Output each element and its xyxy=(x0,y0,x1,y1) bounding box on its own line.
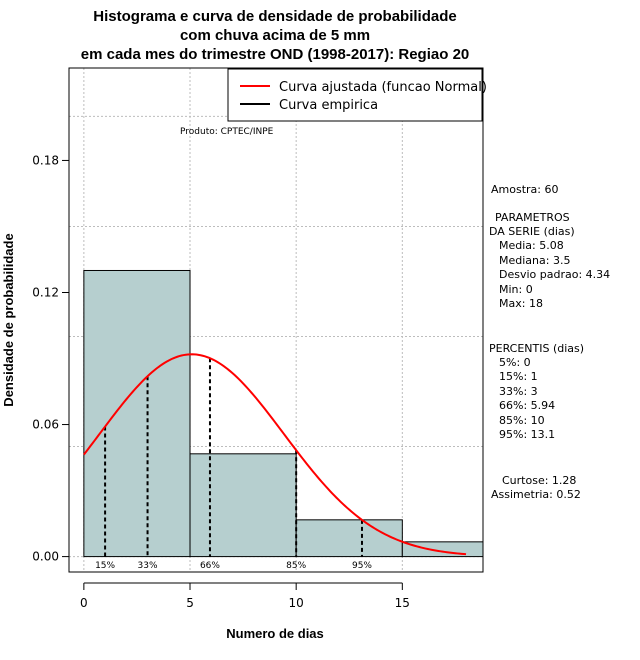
stat-media: Media: 5.08 xyxy=(499,239,564,252)
stat-p95: 95%: 13.1 xyxy=(499,428,555,441)
stat-desvio: Desvio padrao: 4.34 xyxy=(499,268,610,281)
percentile-label: 66% xyxy=(200,561,220,571)
stat-p5: 5%: 0 xyxy=(499,356,531,369)
histogram-bar xyxy=(83,269,191,558)
x-tick-label: 5 xyxy=(186,596,194,610)
percentile-label: 33% xyxy=(138,561,158,571)
y-tick-label: 0.12 xyxy=(32,285,59,299)
histogram-bar xyxy=(189,453,297,558)
stat-max: Max: 18 xyxy=(499,297,543,310)
stat-percentis-title: PERCENTIS (dias) xyxy=(489,342,584,355)
stat-amostra: Amostra: 60 xyxy=(491,183,558,196)
stat-p66: 66%: 5.94 xyxy=(499,399,555,412)
x-axis-title: Numero de dias xyxy=(226,626,324,641)
chart-title-line-3: em cada mes do trimestre OND (1998-2017)… xyxy=(81,46,470,63)
y-axis: 0.00 0.06 0.12 0.18 xyxy=(32,153,70,564)
y-tick-label: 0.06 xyxy=(32,418,59,432)
x-axis: 0 5 10 15 xyxy=(80,582,410,610)
x-tick-label: 15 xyxy=(395,596,410,610)
legend-fitted-label: Curva ajustada (funcao Normal) xyxy=(279,80,487,95)
stats-panel: Amostra: 60 PARAMETROS DA SERIE (dias) M… xyxy=(489,183,610,501)
stat-curtose: Curtose: 1.28 xyxy=(502,474,576,487)
chart-title-line-1: Histograma e curva de densidade de proba… xyxy=(93,8,456,25)
stat-p85: 85%: 10 xyxy=(499,414,545,427)
legend-empirical-label: Curva empirica xyxy=(279,98,378,113)
x-tick-label: 10 xyxy=(289,596,304,610)
percentile-labels: 15% 33% 66% 85% 95% xyxy=(95,561,372,571)
x-tick-label: 0 xyxy=(80,596,88,610)
fitted-normal-curve xyxy=(83,353,467,556)
histogram-bar xyxy=(401,541,484,558)
chart-title-line-2: com chuva acima de 5 mm xyxy=(180,27,370,44)
stat-p15: 15%: 1 xyxy=(499,370,538,383)
percentile-label: 95% xyxy=(352,561,372,571)
histogram-bars xyxy=(83,269,484,558)
source-label: Produto: CPTEC/INPE xyxy=(180,127,274,137)
percentile-label: 85% xyxy=(286,561,306,571)
histogram-bar xyxy=(295,519,403,558)
legend: Curva ajustada (funcao Normal) Curva emp… xyxy=(227,68,487,122)
stat-param-title-1: PARAMETROS xyxy=(495,211,570,224)
y-tick-label: 0.00 xyxy=(32,550,59,564)
stat-param-title-2: DA SERIE (dias) xyxy=(489,225,575,238)
y-axis-title: Densidade de probabilidade xyxy=(1,233,16,406)
percentile-label: 15% xyxy=(95,561,115,571)
stat-min: Min: 0 xyxy=(499,283,533,296)
percentile-lines xyxy=(104,358,363,557)
stat-p33: 33%: 3 xyxy=(499,385,538,398)
stat-mediana: Mediana: 3.5 xyxy=(499,254,570,267)
stat-assimetria: Assimetria: 0.52 xyxy=(491,488,581,501)
y-tick-label: 0.18 xyxy=(32,153,59,167)
legend-box xyxy=(227,68,483,122)
